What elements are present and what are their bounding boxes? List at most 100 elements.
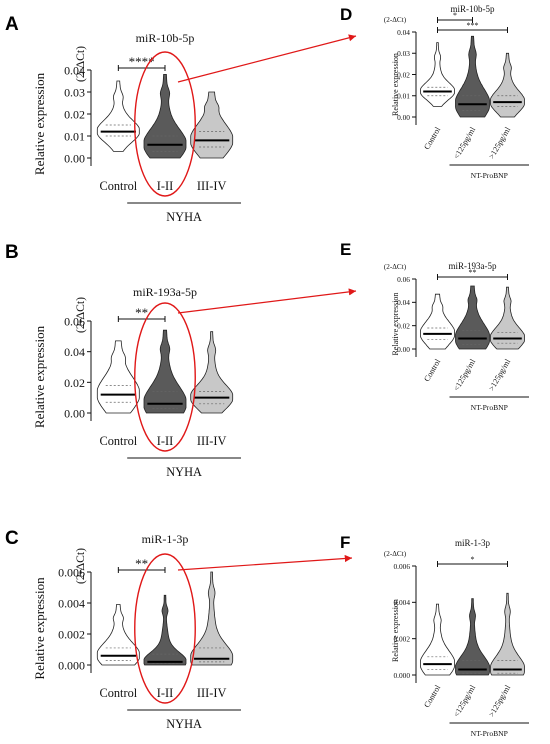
panel-letter: F [340, 533, 350, 552]
y-tick-label: 0.004 [58, 597, 85, 611]
x-tick-label: <125pg/ml [452, 125, 478, 161]
y-tick-label: 0.06 [64, 315, 85, 329]
y-tick-label: 0.00 [64, 152, 85, 166]
y-axis-unit: (2-ΔCt) [74, 297, 87, 333]
x-tick-label: Control [422, 125, 442, 151]
y-axis-unit: (2-ΔCt) [74, 46, 87, 82]
y-tick-label: 0.06 [397, 275, 410, 284]
x-tick-label: >125pg/ml [487, 683, 513, 719]
y-tick-label: 0.02 [64, 108, 85, 122]
highlight-ellipse [134, 302, 196, 452]
chart-title: miR-10b-5p [136, 31, 195, 45]
connector-arrow [177, 554, 353, 571]
y-tick-label: 0.01 [397, 92, 410, 101]
y-tick-label: 0.000 [58, 659, 85, 673]
violin-2 [455, 598, 490, 676]
highlight-ellipse [134, 553, 196, 704]
x-tick-label: I-II [157, 434, 173, 448]
highlight-ellipse [134, 51, 196, 197]
group-label: NYHA [166, 465, 202, 479]
y-tick-label: 0.02 [397, 70, 410, 79]
y-tick-label: 0.000 [393, 671, 410, 680]
significance-label: * [471, 555, 475, 564]
y-tick-label: 0.002 [58, 628, 85, 642]
x-tick-label: Control [422, 357, 442, 383]
x-tick-label: <125pg/ml [452, 357, 478, 393]
x-tick-label: >125pg/ml [487, 357, 513, 393]
chart-title: miR-193a-5p [449, 261, 497, 271]
x-tick-label: III-IV [197, 434, 227, 448]
y-axis-label: Relative expression [391, 599, 400, 662]
group-label: NYHA [166, 210, 202, 224]
significance-label: *** [467, 21, 479, 30]
y-tick-label: 0.00 [397, 345, 410, 354]
violin-3 [190, 91, 234, 159]
y-tick-label: 0.04 [64, 345, 85, 359]
x-tick-label: Control [99, 434, 137, 448]
y-axis-unit: (2-ΔCt) [384, 16, 407, 24]
y-tick-label: 0.004 [393, 598, 410, 607]
significance-label: ** [135, 305, 148, 320]
panel-letter: C [5, 528, 19, 549]
violin-2 [455, 285, 490, 350]
y-axis-label: Relative expression [391, 53, 400, 116]
panel-letter: E [340, 240, 351, 259]
x-tick-label: Control [422, 683, 442, 709]
x-tick-label: Control [99, 686, 137, 700]
violin-2 [455, 35, 490, 118]
x-tick-label: <125pg/ml [452, 683, 478, 719]
y-axis-unit: (2-ΔCt) [384, 263, 407, 271]
violin-1 [96, 604, 140, 666]
y-axis-label: Relative expression [391, 293, 400, 356]
violin-3 [490, 286, 525, 350]
y-axis-label: Relative expression [32, 325, 47, 428]
significance-label: ** [135, 556, 148, 571]
chart-title: miR-1-3p [455, 538, 490, 548]
x-tick-label: I-II [157, 179, 173, 193]
y-tick-label: 0.00 [64, 407, 85, 421]
violin-1 [96, 80, 140, 152]
y-tick-label: 0.002 [393, 634, 410, 643]
violin-1 [420, 293, 455, 350]
connector-arrow [177, 34, 357, 83]
x-tick-label: III-IV [197, 686, 227, 700]
y-tick-label: 0.02 [64, 376, 85, 390]
x-tick-label: III-IV [197, 179, 227, 193]
y-tick-label: 0.03 [397, 49, 410, 58]
panel-letter: B [5, 242, 19, 263]
violin-3 [490, 52, 525, 118]
y-tick-label: 0.006 [393, 562, 410, 571]
group-label: NT-ProBNP [471, 729, 508, 738]
x-tick-label: I-II [157, 686, 173, 700]
group-label: NYHA [166, 717, 202, 731]
significance-label: **** [129, 54, 155, 69]
y-axis-label: Relative expression [32, 72, 47, 175]
significance-label: * [453, 11, 457, 20]
y-axis-unit: (2-ΔCt) [384, 550, 407, 558]
y-axis-label: Relative expression [32, 577, 47, 680]
connector-arrow [177, 288, 357, 314]
y-tick-label: 0.00 [397, 113, 410, 122]
group-label: NT-ProBNP [471, 171, 508, 180]
violin-3 [190, 571, 234, 666]
y-axis-unit: (2-ΔCt) [74, 548, 87, 584]
violin-1 [420, 42, 455, 107]
y-tick-label: 0.01 [64, 130, 85, 144]
violin-3 [490, 592, 525, 676]
group-label: NT-ProBNP [471, 403, 508, 412]
y-tick-label: 0.006 [58, 566, 85, 580]
y-tick-label: 0.02 [397, 321, 410, 330]
panel-letter: A [5, 14, 19, 35]
x-tick-label: Control [99, 179, 137, 193]
panel-letter: D [340, 5, 352, 24]
chart-title: miR-193a-5p [133, 285, 197, 299]
chart-title: miR-10b-5p [451, 4, 495, 14]
violin-2 [143, 329, 187, 414]
y-tick-label: 0.04 [64, 64, 85, 78]
